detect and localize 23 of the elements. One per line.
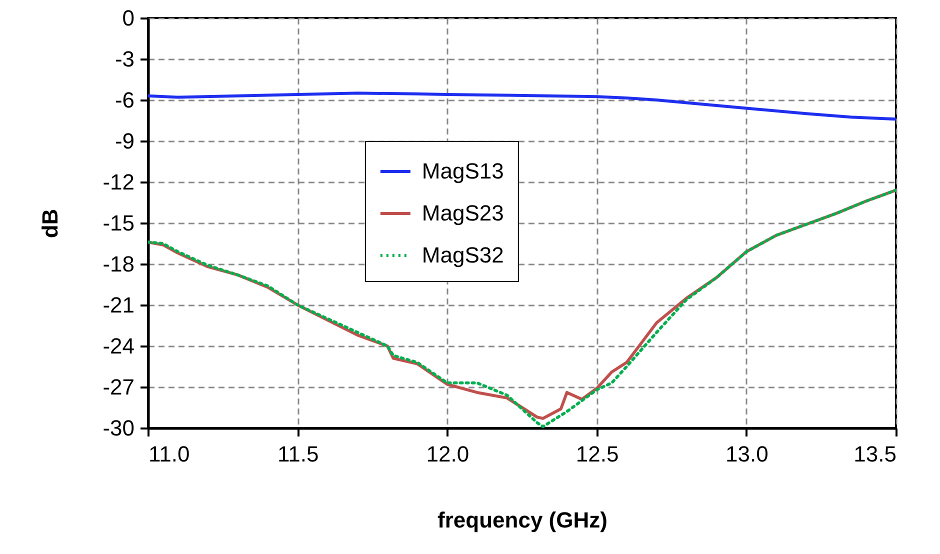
y-tick-label: -12 bbox=[102, 170, 134, 194]
line-series bbox=[148, 92, 896, 121]
y-tick-label: -9 bbox=[114, 128, 134, 154]
y-tick-label: -18 bbox=[102, 252, 134, 276]
x-tick-label: 12.0 bbox=[426, 442, 470, 466]
y-tick-label: -30 bbox=[102, 416, 134, 440]
y-tick-label: -21 bbox=[102, 292, 134, 318]
x-axis-title: frequency (GHz) bbox=[438, 508, 608, 532]
x-tick-label: 13.0 bbox=[725, 442, 768, 466]
x-tick-label: 11.5 bbox=[278, 442, 319, 466]
legend-label: MagS13 bbox=[422, 158, 504, 184]
y-tick-label: -24 bbox=[102, 334, 134, 358]
x-tick-label: 12.5 bbox=[576, 442, 619, 466]
y-tick-label: -15 bbox=[102, 210, 134, 236]
y-axis-title: dB bbox=[38, 208, 63, 238]
y-tick-label: 0 bbox=[122, 6, 134, 30]
legend-label: MagS23 bbox=[422, 200, 504, 226]
legend-label: MagS32 bbox=[422, 242, 504, 268]
x-tick-label: 13.5 bbox=[854, 442, 896, 466]
y-tick-label: -3 bbox=[114, 46, 134, 72]
y-tick-label: -27 bbox=[102, 374, 134, 400]
y-tick-label: -6 bbox=[114, 88, 134, 112]
x-tick-label: 11.0 bbox=[148, 442, 190, 466]
